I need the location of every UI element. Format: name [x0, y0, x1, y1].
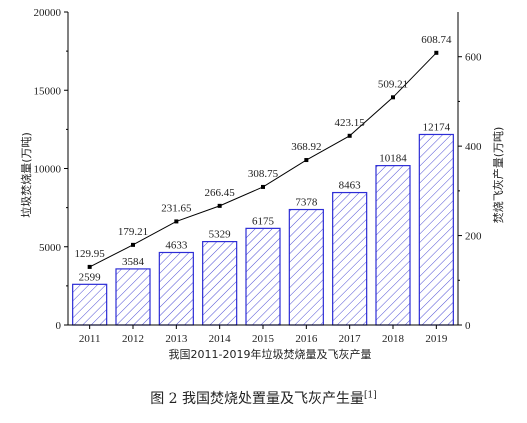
x-tick-label: 2016 — [295, 333, 318, 345]
y-tick-label: 15000 — [34, 85, 62, 97]
line-value-label-2014: 266.45 — [205, 187, 236, 199]
line-point-2013 — [174, 219, 179, 224]
line-value-label-2018: 509.21 — [378, 78, 408, 90]
chart: 0 5000 10000 15000 20000 0 200 400 600 2011 2012 20… — [19, 7, 505, 361]
bar-value-label-2014: 5329 — [209, 229, 232, 241]
bar-value-label-2019: 12174 — [423, 121, 451, 133]
data-labels: 2599 3584 4633 5329 6175 7378 8463 10184 12174 12… — [75, 34, 452, 284]
bar-2011 — [72, 283, 108, 326]
x-tick-label: 2012 — [122, 333, 144, 345]
bar-value-label-2011: 2599 — [79, 271, 102, 283]
caption-text: 图 2 我国焚烧处置量及飞灰产生量 — [150, 391, 365, 407]
line-value-label-2015: 308.75 — [248, 168, 279, 180]
bar-value-label-2016: 7378 — [295, 197, 318, 209]
bar-2017 — [332, 191, 368, 326]
bar-2019 — [418, 133, 454, 326]
axes: 0 5000 10000 15000 20000 0 200 400 600 2011 2012 20… — [34, 7, 483, 345]
x-axis-title: 我国2011-2019年垃圾焚烧量及飞灰产量 — [169, 347, 372, 361]
x-tick-label: 2015 — [252, 333, 275, 345]
bar-2012 — [115, 268, 151, 326]
y2-tick-label: 200 — [465, 231, 482, 243]
line-point-2012 — [131, 242, 135, 247]
line-point-2011 — [87, 264, 92, 269]
figure-caption: 图 2 我国焚烧处置量及飞灰产生量[1] — [0, 388, 527, 408]
line-point-2018 — [391, 95, 395, 100]
y-tick-label: 5000 — [39, 242, 62, 254]
line-value-label-2019: 608.74 — [421, 34, 452, 46]
bar-value-label-2018: 10184 — [379, 153, 407, 165]
bar-2015 — [245, 227, 281, 326]
bar-series — [72, 133, 454, 326]
bar-2018 — [375, 165, 411, 326]
caption-reference: [1] — [364, 390, 377, 401]
y2-tick-label: 0 — [465, 320, 471, 332]
y-tick-label: 20000 — [34, 7, 62, 19]
y-axis-title: 垃圾焚烧量(万吨) — [19, 132, 33, 218]
bar-value-label-2012: 3584 — [122, 256, 145, 268]
x-tick-label: 2018 — [382, 333, 405, 345]
line-point-2014 — [217, 203, 222, 208]
y-tick-label: 10000 — [34, 164, 62, 176]
x-tick-label: 2014 — [209, 333, 232, 345]
bar-value-label-2017: 8463 — [339, 180, 362, 192]
fly-ash-line-series — [87, 50, 439, 269]
x-tick-label: 2011 — [79, 333, 101, 345]
bar-2013 — [158, 251, 194, 326]
line-value-label-2016: 368.92 — [291, 141, 321, 153]
line-value-label-2011: 129.95 — [75, 248, 106, 260]
line-value-label-2012: 179.21 — [118, 226, 148, 238]
line-point-2019 — [434, 50, 439, 55]
y-tick-label: 0 — [56, 320, 62, 332]
line-value-label-2013: 231.65 — [161, 202, 192, 214]
line-point-2017 — [347, 133, 352, 138]
y2-axis-title: 焚烧飞灰产量(万吨) — [491, 127, 505, 224]
bar-2014 — [202, 241, 238, 326]
bar-value-label-2015: 6175 — [252, 215, 275, 227]
y2-tick-label: 600 — [465, 52, 482, 64]
line-value-label-2017: 423.15 — [335, 117, 366, 129]
x-tick-label: 2019 — [425, 333, 448, 345]
line-point-2015 — [261, 184, 265, 189]
x-tick-label: 2013 — [165, 333, 188, 345]
bar-value-label-2013: 4633 — [165, 239, 188, 251]
y2-tick-label: 400 — [465, 141, 482, 153]
bar-2016 — [288, 208, 324, 326]
x-tick-label: 2017 — [339, 333, 362, 345]
line-point-2016 — [304, 158, 309, 163]
